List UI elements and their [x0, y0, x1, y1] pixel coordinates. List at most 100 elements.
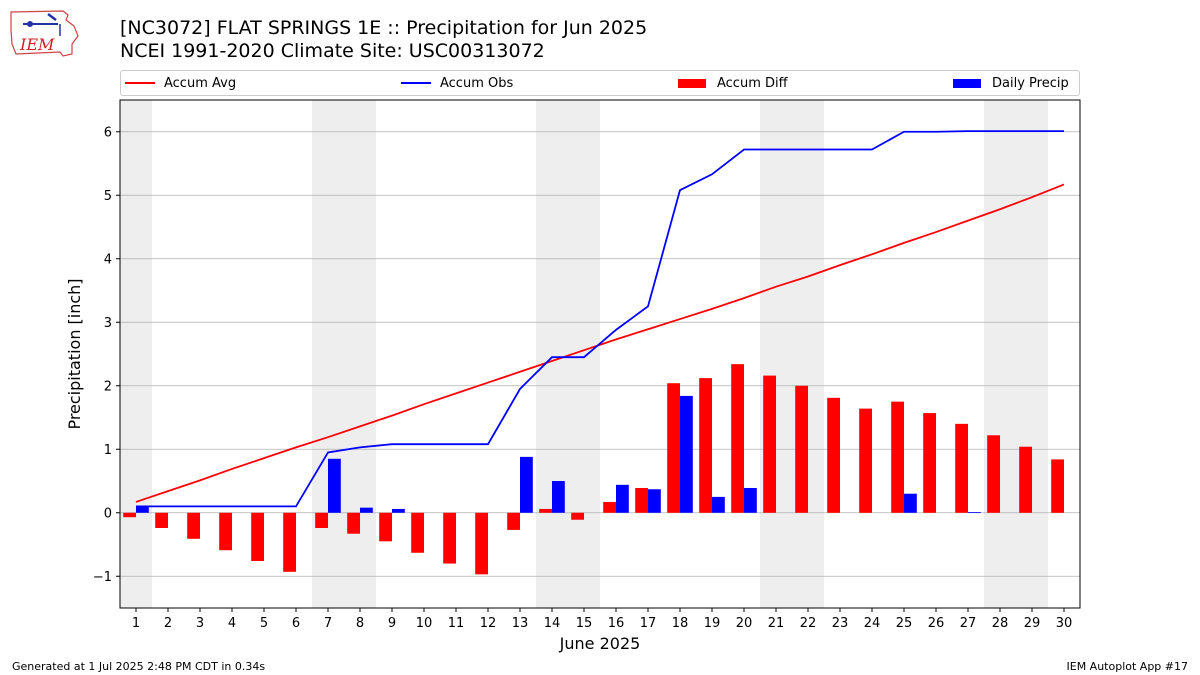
bar-daily-precip-13	[520, 456, 533, 513]
bar-accum-diff-9	[379, 512, 392, 542]
bar-accum-diff-12	[475, 512, 488, 575]
plot-frame	[119, 99, 1081, 609]
x-tick-label-1: 1	[132, 616, 140, 631]
bar-accum-diff-25	[891, 401, 904, 513]
svg-text:IEM: IEM	[19, 35, 55, 54]
legend-item-accum-avg: Accum Avg	[125, 71, 236, 95]
bar-accum-diff-19	[699, 378, 712, 513]
bar-accum-diff-2	[155, 512, 168, 528]
bar-daily-precip-18	[680, 395, 693, 513]
bar-accum-diff-26	[923, 413, 936, 513]
bar-accum-diff-8	[347, 512, 360, 534]
legend-swatch-daily-precip	[953, 78, 981, 88]
y-tick-label-3: 3	[104, 316, 112, 331]
bar-daily-precip-20	[744, 487, 757, 513]
bar-daily-precip-14	[552, 481, 565, 513]
x-tick-label-4: 4	[228, 616, 236, 631]
bar-accum-diff-20	[731, 364, 744, 513]
chart-subtitle: NCEI 1991-2020 Climate Site: USC00313072	[120, 40, 545, 62]
bar-accum-diff-4	[219, 512, 232, 551]
bar-accum-diff-14	[539, 508, 552, 513]
x-tick-label-20: 20	[736, 616, 753, 631]
y-tick-label-4: 4	[104, 252, 112, 267]
x-tick-label-28: 28	[992, 616, 1009, 631]
line-series	[135, 130, 1065, 508]
weekend-shade-29	[1016, 100, 1048, 608]
x-tick-label-14: 14	[544, 616, 561, 631]
y-tick-label-1: 1	[104, 443, 112, 458]
bar-accum-diff-15	[571, 512, 584, 520]
bar-accum-diff-22	[795, 385, 808, 513]
bar-daily-precip-7	[328, 458, 341, 513]
bar-daily-precip-9	[392, 508, 405, 513]
bar-daily-precip-8	[360, 507, 373, 513]
x-tick-label-26: 26	[928, 616, 945, 631]
generated-note: Generated at 1 Jul 2025 2:48 PM CDT in 0…	[12, 660, 266, 673]
weekend-shade-7	[312, 100, 344, 608]
bar-accum-diff-30	[1051, 459, 1064, 513]
y-tick-label-2: 2	[104, 379, 112, 394]
weekend-shade-22	[792, 100, 824, 608]
x-tick-label-27: 27	[960, 616, 977, 631]
plot-border	[119, 99, 1081, 609]
weekend-shade-14	[536, 100, 568, 608]
bar-accum-diff-23	[827, 397, 840, 513]
x-tick-label-9: 9	[388, 616, 396, 631]
x-tick-label-7: 7	[324, 616, 332, 631]
x-tick-label-6: 6	[292, 616, 300, 631]
bar-series	[123, 364, 1064, 575]
x-tick-label-25: 25	[896, 616, 913, 631]
weekend-shade-1	[120, 100, 152, 608]
x-tick-label-2: 2	[164, 616, 172, 631]
bar-accum-diff-10	[411, 512, 424, 553]
legend-swatch-accum-diff	[678, 78, 706, 88]
x-axis-label: June 2025	[559, 634, 641, 653]
app-note: IEM Autoplot App #17	[1066, 660, 1189, 673]
x-tick-label-18: 18	[672, 616, 689, 631]
x-tick-label-29: 29	[1024, 616, 1041, 631]
bar-daily-precip-19	[712, 496, 725, 513]
bar-accum-diff-18	[667, 383, 680, 513]
chart-legend: Accum Avg Accum Obs Accum Diff Daily Pre…	[120, 70, 1080, 96]
bar-accum-diff-21	[763, 375, 776, 513]
bar-accum-diff-24	[859, 408, 872, 513]
x-tick-label-15: 15	[576, 616, 593, 631]
bar-accum-diff-3	[187, 512, 200, 539]
legend-swatch-accum-avg	[125, 82, 155, 84]
x-tick-label-13: 13	[512, 616, 529, 631]
grid-lines	[120, 131, 1080, 577]
x-tick-label-3: 3	[196, 616, 204, 631]
legend-label-daily-precip: Daily Precip	[992, 75, 1069, 91]
legend-swatch-accum-obs	[401, 82, 431, 84]
line-accum-avg	[135, 183, 1065, 503]
bar-accum-diff-27	[955, 423, 968, 513]
line-accum-obs	[136, 130, 1064, 508]
bar-accum-diff-1	[123, 512, 136, 518]
bar-accum-diff-13	[507, 512, 520, 530]
x-tick-label-23: 23	[832, 616, 849, 631]
x-tick-label-22: 22	[800, 616, 817, 631]
x-tick-label-16: 16	[608, 616, 625, 631]
y-tick-label-6: 6	[104, 125, 112, 140]
bar-accum-diff-29	[1019, 446, 1032, 513]
chart-title: [NC3072] FLAT SPRINGS 1E :: Precipitatio…	[120, 17, 648, 39]
x-tick-label-21: 21	[768, 616, 785, 631]
bar-accum-diff-17	[635, 487, 648, 513]
bar-accum-diff-11	[443, 512, 456, 564]
bar-daily-precip-17	[648, 489, 661, 513]
x-tick-label-8: 8	[356, 616, 364, 631]
legend-label-accum-avg: Accum Avg	[164, 75, 237, 91]
x-tick-label-24: 24	[864, 616, 881, 631]
y-tick-label-0: 0	[104, 506, 112, 521]
bar-daily-precip-25	[904, 493, 917, 513]
legend-item-accum-obs: Accum Obs	[401, 71, 513, 95]
bar-accum-diff-16	[603, 501, 616, 513]
x-tick-label-30: 30	[1056, 616, 1073, 631]
y-axis-label: Precipitation [inch]	[65, 278, 84, 429]
legend-label-accum-obs: Accum Obs	[440, 75, 514, 91]
y-tick-label--1: −1	[93, 570, 112, 585]
x-tick-label-17: 17	[640, 616, 657, 631]
bar-accum-diff-7	[315, 512, 328, 528]
